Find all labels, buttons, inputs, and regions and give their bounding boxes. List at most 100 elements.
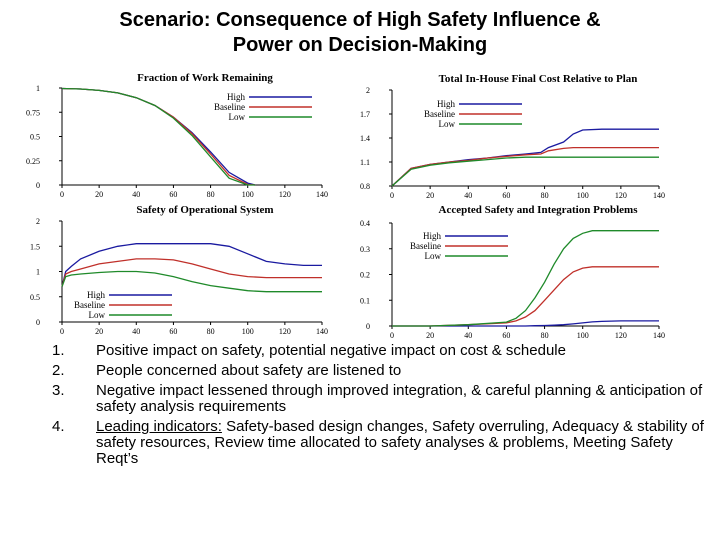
y-tick-label: 0 (36, 181, 40, 190)
x-tick-label: 80 (207, 190, 215, 199)
x-tick-label: 80 (207, 327, 215, 336)
x-tick-label: 60 (169, 327, 177, 336)
point-text: Positive impact on safety, potential neg… (96, 342, 566, 359)
series-line (61, 243, 322, 287)
x-tick-label: 40 (132, 190, 140, 199)
legend-label: Low (229, 112, 246, 122)
legend-label: Low (439, 119, 456, 129)
legend-label: Baseline (424, 109, 455, 119)
point-item: 1. Positive impact on safety, potential … (52, 343, 712, 359)
point-item: 3. Negative impact lessened through impr… (52, 383, 712, 415)
x-tick-label: 120 (279, 190, 291, 199)
x-tick-label: 40 (464, 331, 472, 340)
x-tick-label: 20 (95, 327, 103, 336)
x-tick-label: 60 (169, 190, 177, 199)
x-tick-label: 60 (502, 331, 510, 340)
x-tick-label: 140 (653, 191, 665, 200)
x-tick-label: 60 (502, 191, 510, 200)
legend-label: High (87, 290, 106, 300)
y-tick-label: 0 (366, 322, 370, 331)
legend-label: Baseline (74, 300, 105, 310)
point-text: Leading indicators: Safety-based design … (96, 419, 712, 467)
series-line (391, 156, 659, 187)
y-tick-label: 0.1 (360, 296, 370, 305)
y-tick-label: 0.75 (26, 108, 40, 117)
series-line (392, 266, 659, 327)
point-text: People concerned about safety are listen… (96, 362, 402, 379)
y-tick-label: 0.5 (30, 293, 40, 302)
x-tick-label: 0 (60, 327, 64, 336)
point-number: 4. (52, 418, 65, 435)
y-tick-label: 1.7 (360, 110, 370, 119)
x-tick-label: 100 (242, 327, 254, 336)
y-tick-label: 1.1 (360, 158, 370, 167)
legend-label: High (423, 231, 442, 241)
x-tick-label: 100 (577, 191, 589, 200)
x-tick-label: 20 (426, 191, 434, 200)
title-line-1: Scenario: Consequence of High Safety Inf… (119, 9, 601, 31)
chart-title: Total In-House Final Cost Relative to Pl… (439, 73, 638, 85)
chart-2: Total In-House Final Cost Relative to Pl… (360, 73, 665, 200)
series-line (61, 270, 322, 293)
y-tick-label: 0.2 (360, 271, 370, 280)
chart-4: Accepted Safety and Integration Problems… (360, 204, 665, 340)
y-tick-label: 0.4 (360, 219, 370, 228)
leading-indicators-label: Leading indicators: (96, 418, 222, 435)
x-tick-label: 20 (426, 331, 434, 340)
x-tick-label: 80 (541, 191, 549, 200)
x-tick-label: 140 (316, 327, 328, 336)
x-tick-label: 120 (615, 331, 627, 340)
x-tick-label: 0 (60, 190, 64, 199)
x-tick-label: 120 (615, 191, 627, 200)
y-tick-label: 2 (366, 86, 370, 95)
x-tick-label: 80 (541, 331, 549, 340)
title-line-2: Power on Decision-Making (232, 34, 488, 56)
y-tick-label: 0.5 (30, 133, 40, 142)
charts-area: Fraction of Work Remaining00.250.50.7510… (26, 72, 665, 340)
point-item: 4. Leading indicators: Safety-based desi… (52, 419, 712, 467)
y-tick-label: 0 (36, 318, 40, 327)
legend-label: Low (425, 251, 442, 261)
x-tick-label: 20 (95, 190, 103, 199)
chart-1: Fraction of Work Remaining00.250.50.7510… (26, 72, 328, 199)
point-number: 3. (52, 382, 65, 399)
x-tick-label: 140 (653, 331, 665, 340)
series-line (61, 87, 256, 186)
y-tick-label: 2 (36, 217, 40, 226)
chart-title: Accepted Safety and Integration Problems (439, 204, 639, 216)
point-item: 2. People concerned about safety are lis… (52, 363, 712, 379)
chart-title: Safety of Operational System (136, 204, 273, 216)
slide-title: Scenario: Consequence of High Safety Inf… (0, 8, 720, 58)
y-tick-label: 0.8 (360, 182, 370, 191)
x-tick-label: 40 (464, 191, 472, 200)
legend-label: Low (89, 310, 106, 320)
x-tick-label: 100 (242, 190, 254, 199)
y-tick-label: 1 (36, 84, 40, 93)
legend-label: Baseline (410, 241, 441, 251)
x-tick-label: 40 (132, 327, 140, 336)
y-tick-label: 1.4 (360, 134, 370, 143)
point-number: 2. (52, 362, 65, 379)
chart-title: Fraction of Work Remaining (137, 72, 273, 84)
point-number: 1. (52, 342, 65, 359)
x-tick-label: 140 (316, 190, 328, 199)
y-tick-label: 0.25 (26, 157, 40, 166)
legend-label: High (227, 92, 246, 102)
x-tick-label: 100 (577, 331, 589, 340)
y-tick-label: 0.3 (360, 245, 370, 254)
legend-label: Baseline (214, 102, 245, 112)
series-line (391, 146, 659, 187)
series-line (392, 320, 659, 327)
y-tick-label: 1 (36, 268, 40, 277)
point-text: Negative impact lessened through improve… (96, 382, 703, 415)
series-line (61, 258, 322, 287)
legend-label: High (437, 99, 456, 109)
y-tick-label: 1.5 (30, 242, 40, 251)
x-tick-label: 120 (279, 327, 291, 336)
x-tick-label: 0 (390, 331, 394, 340)
key-points-list: 1. Positive impact on safety, potential … (52, 343, 712, 471)
leading-indicators-text: Safety-based design changes, Safety over… (96, 418, 704, 467)
x-tick-label: 0 (390, 191, 394, 200)
series-line (392, 230, 659, 327)
